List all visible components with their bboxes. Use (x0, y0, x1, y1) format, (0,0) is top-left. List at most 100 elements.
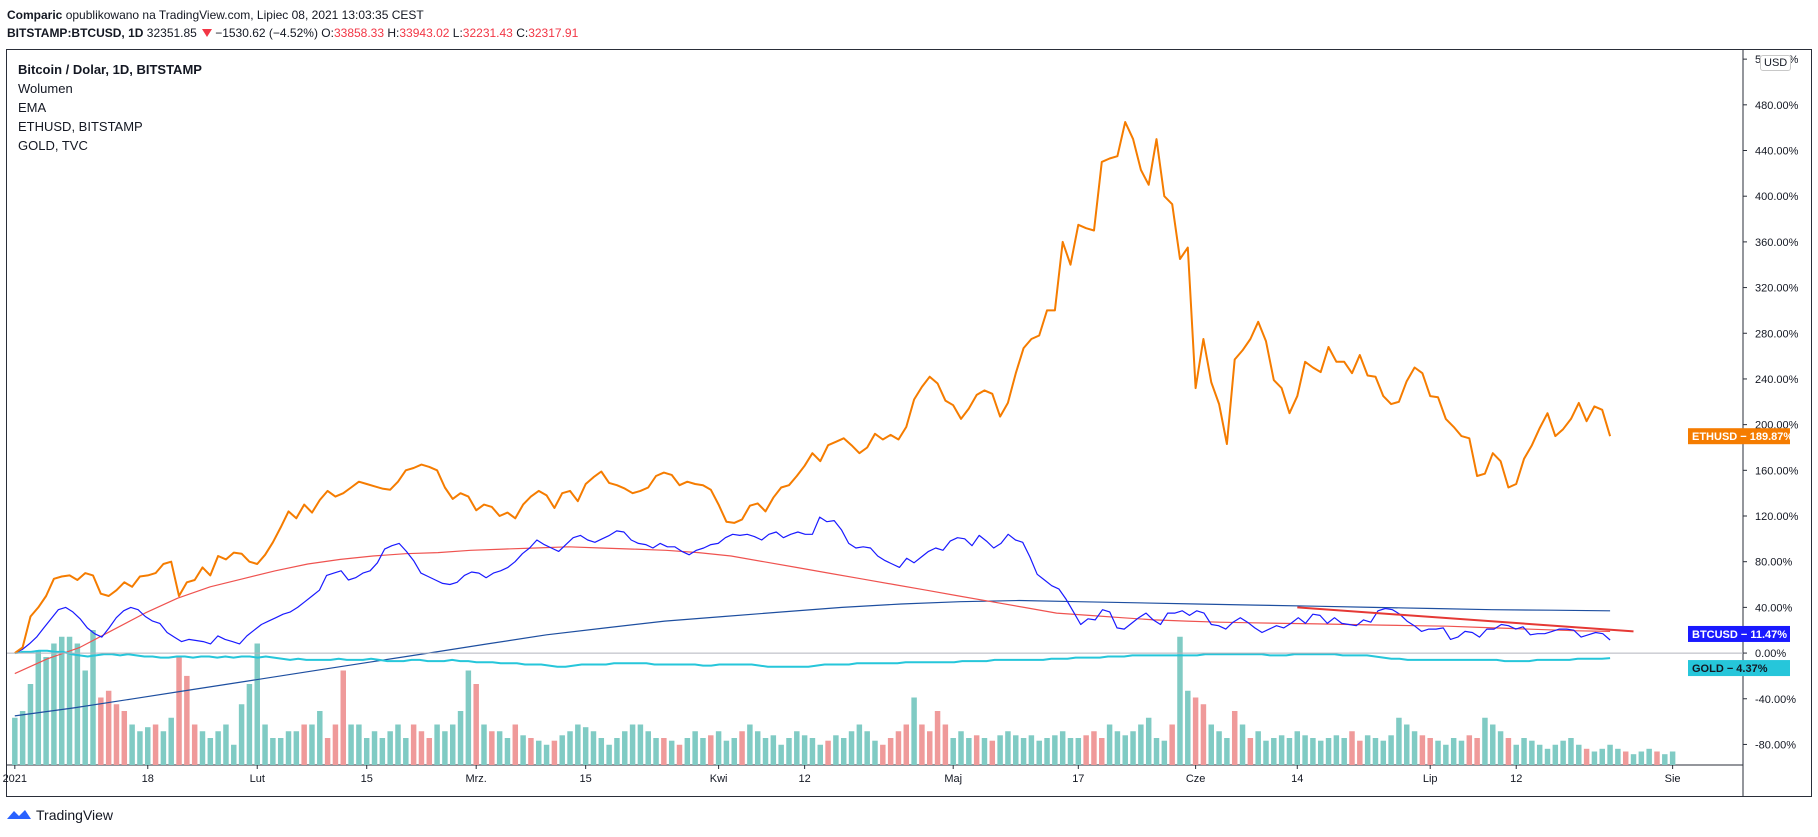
y-tick-label: -80.00% (1755, 739, 1796, 751)
volume-bar (74, 643, 81, 765)
legend-ethusd[interactable]: ETHUSD, BITSTAMP (18, 119, 143, 134)
volume-bar (168, 717, 174, 765)
volume-bar (481, 724, 487, 765)
volume-bar (1497, 731, 1504, 765)
volume-bar (184, 675, 190, 765)
volume-bar (809, 738, 816, 765)
volume-bar (121, 711, 128, 765)
x-tick-label: 15 (361, 773, 373, 785)
series-tag-bg (1688, 428, 1790, 445)
volume-bar (528, 738, 534, 765)
volume-bar (113, 704, 120, 765)
volume-bar (465, 670, 472, 765)
y-tick-label: 440.00% (1755, 146, 1799, 158)
volume-bar (90, 630, 96, 765)
volume-bar (872, 740, 878, 765)
volume-bar (434, 724, 440, 765)
volume-bar (231, 744, 237, 765)
legend-gold[interactable]: GOLD, TVC (18, 138, 88, 153)
volume-bar (856, 724, 863, 765)
close-value: 32317.91 (528, 26, 579, 40)
y-tick-label: 80.00% (1755, 557, 1793, 569)
low-label: L: (452, 26, 463, 40)
volume-bar (559, 735, 565, 765)
volume-bar (1529, 740, 1535, 765)
volume-bar (35, 650, 42, 765)
volume-bar (692, 731, 698, 765)
volume-bar (536, 740, 542, 765)
volume-bar (731, 738, 737, 765)
volume-bar (340, 670, 346, 765)
series-tag-label: BTCUSD − 11.47% (1692, 629, 1787, 641)
volume-bar (98, 697, 104, 765)
volume-bar (1271, 738, 1277, 765)
series-lines (14, 121, 1634, 717)
volume-bar (1458, 740, 1465, 765)
volume-bar (1615, 748, 1621, 765)
volume-bar (645, 731, 651, 765)
series-tag-label: GOLD − 4.37% (1692, 663, 1768, 675)
y-tick-label: -40.00% (1755, 694, 1796, 706)
volume-bar (801, 735, 808, 765)
volume-bar (1380, 740, 1387, 765)
volume-bar (1388, 735, 1394, 765)
volume-bar (676, 744, 683, 765)
close-label: C: (516, 26, 529, 40)
volume-bar (387, 731, 393, 765)
volume-bar (684, 738, 691, 765)
y-tick-label: 360.00% (1755, 237, 1799, 249)
volume-bar (1630, 754, 1637, 765)
volume-bar (1052, 735, 1058, 765)
volume-bar (848, 731, 855, 765)
legend-main-series[interactable]: Bitcoin / Dolar, 1D, BITSTAMP (18, 62, 202, 77)
volume-bar (489, 731, 495, 765)
volume-bar (1302, 735, 1308, 765)
volume-bar (715, 731, 722, 765)
volume-bar (1435, 740, 1441, 765)
volume-bar (1130, 731, 1136, 765)
volume-bar (301, 724, 307, 765)
volume-bar (1317, 740, 1324, 765)
x-tick-label: Lip (1423, 773, 1438, 785)
high-value: 33943.02 (399, 26, 450, 40)
volume-bar (934, 711, 941, 765)
volume-bar (324, 738, 331, 765)
volume-bar (653, 738, 659, 765)
volume-bar (1216, 731, 1222, 765)
volume-bar (176, 657, 182, 765)
volume-bar (1583, 748, 1590, 765)
symbol-label: BITSTAMP:BTCUSD, 1D (7, 26, 144, 40)
volume-bar (1646, 748, 1652, 765)
volume-bar (43, 657, 49, 765)
volume-bar (371, 731, 378, 765)
currency-button[interactable]: USD (1760, 55, 1792, 71)
volume-bar (410, 724, 417, 765)
y-tick-label: 40.00% (1755, 602, 1793, 614)
volume-bar (1662, 754, 1668, 765)
volume-bar (215, 731, 221, 765)
volume-bar (270, 738, 276, 765)
legend-volume[interactable]: Wolumen (18, 81, 73, 96)
volume-bar (1169, 724, 1175, 765)
volume-bar (238, 704, 245, 765)
volume-bar (1490, 724, 1496, 765)
volume-bar (747, 724, 753, 765)
volume-bar (1513, 744, 1519, 765)
chart-frame[interactable] (6, 49, 1812, 797)
footer-brand: TradingView (6, 807, 113, 823)
volume-bar (1286, 738, 1293, 765)
volume-bar (1255, 731, 1261, 765)
volume-bar (1192, 697, 1199, 765)
volume-bar (966, 738, 972, 765)
x-tick-label: Kwi (710, 773, 728, 785)
volume-bar (199, 731, 206, 765)
y-tick-label: 240.00% (1755, 374, 1799, 386)
volume-bar (520, 735, 526, 765)
legend-ema[interactable]: EMA (18, 100, 47, 115)
volume-bar (473, 684, 479, 765)
volume-bar (598, 738, 605, 765)
author-name: Comparic (7, 8, 63, 22)
volume-bar (543, 744, 550, 765)
volume-bar (1231, 711, 1238, 765)
